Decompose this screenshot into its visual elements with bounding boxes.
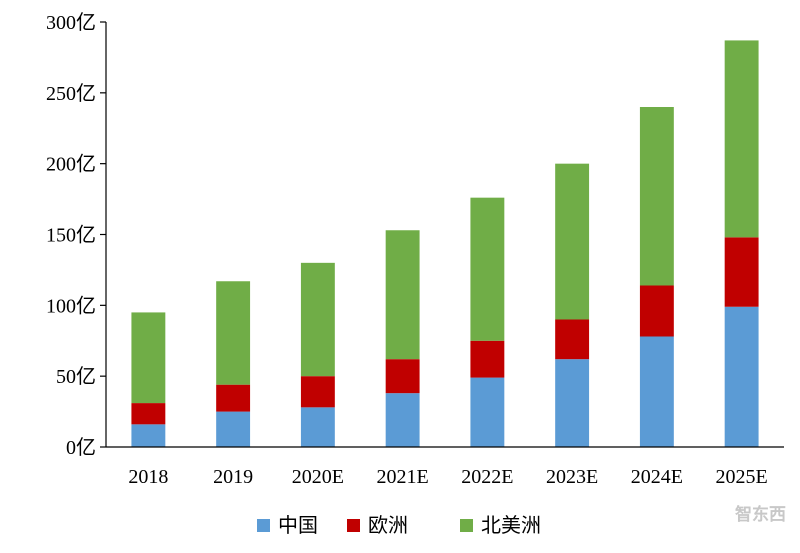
- x-tick-label: 2021E: [377, 466, 429, 488]
- watermark: 智东西: [735, 504, 786, 525]
- legend-label: 中国: [278, 513, 318, 537]
- y-tick-label: 300亿: [46, 11, 96, 34]
- y-tick-label: 250亿: [46, 82, 96, 105]
- y-tick-label: 150亿: [46, 224, 96, 247]
- bar-segment: [470, 197, 505, 341]
- bar-segment: [555, 359, 590, 447]
- bar-segment: [385, 359, 420, 394]
- bar-segment: [470, 377, 505, 447]
- x-tick-label: 2020E: [292, 466, 344, 488]
- bar-segment: [555, 163, 590, 320]
- y-tick-label: 0亿: [66, 436, 96, 459]
- bar-segment: [131, 424, 166, 447]
- bar-segment: [724, 40, 759, 238]
- legend-swatch: [460, 519, 473, 532]
- bar-segment: [385, 230, 420, 360]
- y-axis: 0亿 50亿 100亿 150亿 200亿 250亿 300亿: [46, 11, 107, 459]
- bar-segment: [639, 336, 674, 447]
- bar-segment: [470, 340, 505, 378]
- bar-segment: [555, 319, 590, 360]
- legend-swatch: [347, 519, 360, 532]
- x-tick-label: 2025E: [716, 466, 768, 488]
- bar-segment: [300, 407, 335, 447]
- bar-segment: [300, 262, 335, 377]
- legend-label: 北美洲: [481, 513, 541, 537]
- watermark-text: 智东西: [735, 504, 786, 525]
- bar-segment: [131, 403, 166, 425]
- bar-segment: [131, 312, 166, 404]
- bar-segment: [216, 411, 251, 447]
- y-tick-label: 50亿: [56, 365, 96, 388]
- bar-segment: [639, 107, 674, 286]
- bar-segment: [300, 376, 335, 408]
- x-tick-label: 2019: [213, 466, 253, 488]
- bar-segment: [216, 281, 251, 385]
- x-tick-label: 2023E: [546, 466, 598, 488]
- bar-segment: [724, 237, 759, 307]
- x-axis: 2018 2019 2020E 2021E 2022E 2023E 2024E 2025E: [106, 446, 784, 488]
- bar-segment: [216, 384, 251, 412]
- y-tick-label: 100亿: [46, 294, 96, 317]
- x-tick-label: 2018: [128, 466, 168, 488]
- bars: [131, 40, 759, 447]
- bar-segment: [639, 285, 674, 337]
- y-tick-label: 200亿: [46, 153, 96, 176]
- legend-swatch: [257, 519, 270, 532]
- x-tick-label: 2024E: [631, 466, 683, 488]
- legend-label: 欧洲: [368, 513, 408, 537]
- x-tick-label: 2022E: [461, 466, 513, 488]
- legend: 中国 欧洲 北美洲: [257, 513, 541, 537]
- bar-segment: [724, 306, 759, 447]
- bar-segment: [385, 393, 420, 447]
